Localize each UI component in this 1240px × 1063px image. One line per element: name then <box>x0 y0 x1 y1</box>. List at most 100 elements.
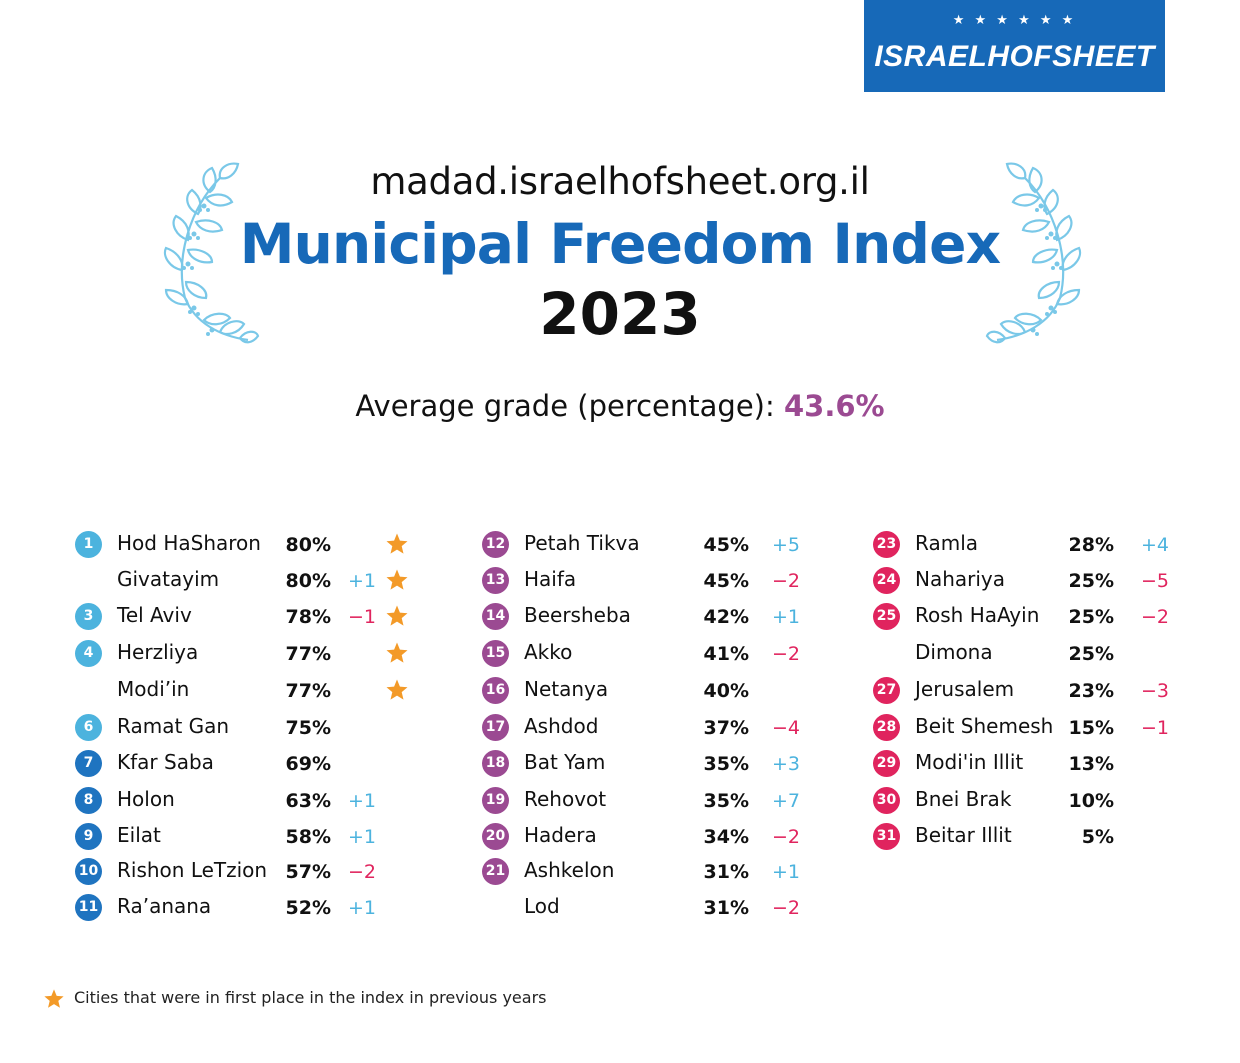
ranking-row: 21 Ashkelon 31% +1 <box>0 857 1240 887</box>
logo-stars: ★ ★ ★ ★ ★ ★ <box>952 13 1077 28</box>
rank-change: +5 <box>772 534 801 556</box>
rank-badge: 1 <box>75 531 102 558</box>
rank-badge: 3 <box>75 603 102 630</box>
city-grade: 57% <box>285 861 331 883</box>
rank-badge: 4 <box>75 640 102 667</box>
laurel-left-icon <box>163 162 260 344</box>
rank-badge: 31 <box>873 823 900 850</box>
city-name: Petah Tikva <box>524 531 640 555</box>
city-grade: 78% <box>285 606 331 628</box>
city-grade: 37% <box>703 717 749 739</box>
rank-badge: 9 <box>75 823 102 850</box>
rank-change: −1 <box>348 606 377 628</box>
average-value: 43.6% <box>783 389 885 423</box>
rank-badge: 18 <box>482 750 509 777</box>
city-grade: 45% <box>703 534 749 556</box>
rank-change: −3 <box>1141 680 1170 702</box>
city-name: Bat Yam <box>524 750 606 774</box>
rank-change: −2 <box>772 826 801 848</box>
city-grade: 31% <box>703 897 749 919</box>
star-icon <box>386 605 408 626</box>
star-icon <box>386 679 408 700</box>
star-icon <box>386 533 408 554</box>
rank-badge: 29 <box>873 750 900 777</box>
star-icon <box>386 569 408 590</box>
city-grade: 28% <box>1068 534 1114 556</box>
rank-change: −2 <box>772 897 801 919</box>
city-name: Kfar Saba <box>117 750 214 774</box>
ranking-row: 14 Beersheba 42% +1 <box>0 602 1240 632</box>
ranking-row: 25 Rosh HaAyin 25% −2 <box>0 602 1240 632</box>
city-grade: 5% <box>1081 826 1114 848</box>
city-name: Hod HaSharon <box>117 531 261 555</box>
average-label: Average grade (percentage): <box>355 389 775 423</box>
ranking-row: 13 Haifa 45% −2 <box>0 566 1240 596</box>
city-grade: 52% <box>285 897 331 919</box>
rank-badge: 13 <box>482 567 509 594</box>
rank-badge: 10 <box>75 858 102 885</box>
ranking-row: 3 Tel Aviv 78% −1 <box>0 602 1240 632</box>
city-grade: 41% <box>703 643 749 665</box>
rank-badge: 16 <box>482 677 509 704</box>
ranking-row: 10 Rishon LeTzion 57% −2 <box>0 857 1240 887</box>
ranking-row: 24 Nahariya 25% −5 <box>0 566 1240 596</box>
rank-badge: 27 <box>873 677 900 704</box>
rank-badge: 23 <box>873 531 900 558</box>
city-name: Haifa <box>524 567 577 591</box>
rank-badge: 11 <box>75 894 102 921</box>
rank-badge: 28 <box>873 714 900 741</box>
ranking-row: 11 Ra’anana 52% +1 <box>0 893 1240 923</box>
city-grade: 77% <box>285 680 331 702</box>
city-name: Akko <box>524 640 573 664</box>
city-grade: 45% <box>703 570 749 592</box>
city-grade: 80% <box>285 570 331 592</box>
rank-change: +1 <box>348 790 377 812</box>
city-name: Beitar Illit <box>915 823 1012 847</box>
ranking-row: 16 Netanya 40% <box>0 676 1240 706</box>
city-grade: 23% <box>1068 680 1114 702</box>
ranking-row: 30 Bnei Brak 10% <box>0 786 1240 816</box>
rank-badge: 8 <box>75 787 102 814</box>
city-grade: 15% <box>1068 717 1114 739</box>
rank-badge: 20 <box>482 823 509 850</box>
rank-change: +4 <box>1141 534 1170 556</box>
average-grade: Average grade (percentage): 43.6% <box>0 389 1240 423</box>
ranking-row: 29 Modi'in Illit 13% <box>0 749 1240 779</box>
legend-text: Cities that were in first place in the i… <box>74 988 547 1007</box>
logo-text: ISRAELHOFSHEET <box>874 40 1155 73</box>
city-name: Rehovot <box>524 787 607 811</box>
rank-change: −2 <box>348 861 377 883</box>
rank-badge: 12 <box>482 531 509 558</box>
city-name: Ramla <box>915 531 979 555</box>
ranking-row: 27 Jerusalem 23% −3 <box>0 676 1240 706</box>
rank-change: −1 <box>1141 717 1170 739</box>
ranking-row: 1 Hod HaSharon 80% <box>0 530 1240 560</box>
page-title: Municipal Freedom Index <box>239 212 1001 276</box>
page-year: 2023 <box>539 280 701 348</box>
ranking-row: 12 Petah Tikva 45% +5 <box>0 530 1240 560</box>
ranking-row: 23 Ramla 28% +4 <box>0 530 1240 560</box>
star-icon <box>386 642 408 663</box>
city-grade: 75% <box>285 717 331 739</box>
rank-change: −2 <box>772 570 801 592</box>
city-name: Lod <box>524 894 560 918</box>
city-name: Rosh HaAyin <box>915 603 1040 627</box>
city-name: Modi'in Illit <box>915 750 1024 774</box>
ranking-row: 8 Holon 63% +1 <box>0 786 1240 816</box>
ranking-row: 31 Beitar Illit 5% <box>0 822 1240 852</box>
city-name: Givatayim <box>117 567 220 591</box>
rank-badge: 17 <box>482 714 509 741</box>
city-grade: 25% <box>1068 606 1114 628</box>
city-name: Rishon LeTzion <box>117 858 268 882</box>
brand-logo: ★ ★ ★ ★ ★ ★ ISRAELHOFSHEET <box>864 0 1165 92</box>
rank-change: −5 <box>1141 570 1170 592</box>
rank-change: +1 <box>772 606 801 628</box>
city-grade: 42% <box>703 606 749 628</box>
site-url: madad.israelhofsheet.org.il <box>370 160 870 203</box>
ranking-row: 20 Hadera 34% −2 <box>0 822 1240 852</box>
star-icon <box>44 989 64 1008</box>
ranking-row: 4 Herzliya 77% <box>0 639 1240 669</box>
city-name: Beit Shemesh <box>915 714 1054 738</box>
city-grade: 40% <box>703 680 749 702</box>
rank-change: +1 <box>348 826 377 848</box>
